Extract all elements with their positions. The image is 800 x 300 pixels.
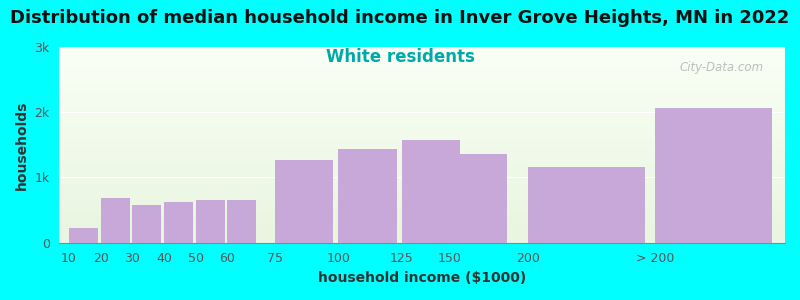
X-axis label: household income ($1000): household income ($1000) [318,271,526,285]
Bar [196,200,225,243]
Bar [338,149,397,243]
Bar [528,167,645,243]
Text: City-Data.com: City-Data.com [679,61,763,74]
Bar [275,160,333,243]
Bar [101,198,130,243]
Text: Distribution of median household income in Inver Grove Heights, MN in 2022: Distribution of median household income … [10,9,790,27]
Text: White residents: White residents [326,48,474,66]
Bar [449,154,507,243]
Bar [227,200,257,243]
Bar [402,140,460,243]
Bar [164,202,193,243]
Bar [69,228,98,243]
Bar [132,205,162,243]
Y-axis label: households: households [15,100,29,190]
Bar [655,108,772,243]
